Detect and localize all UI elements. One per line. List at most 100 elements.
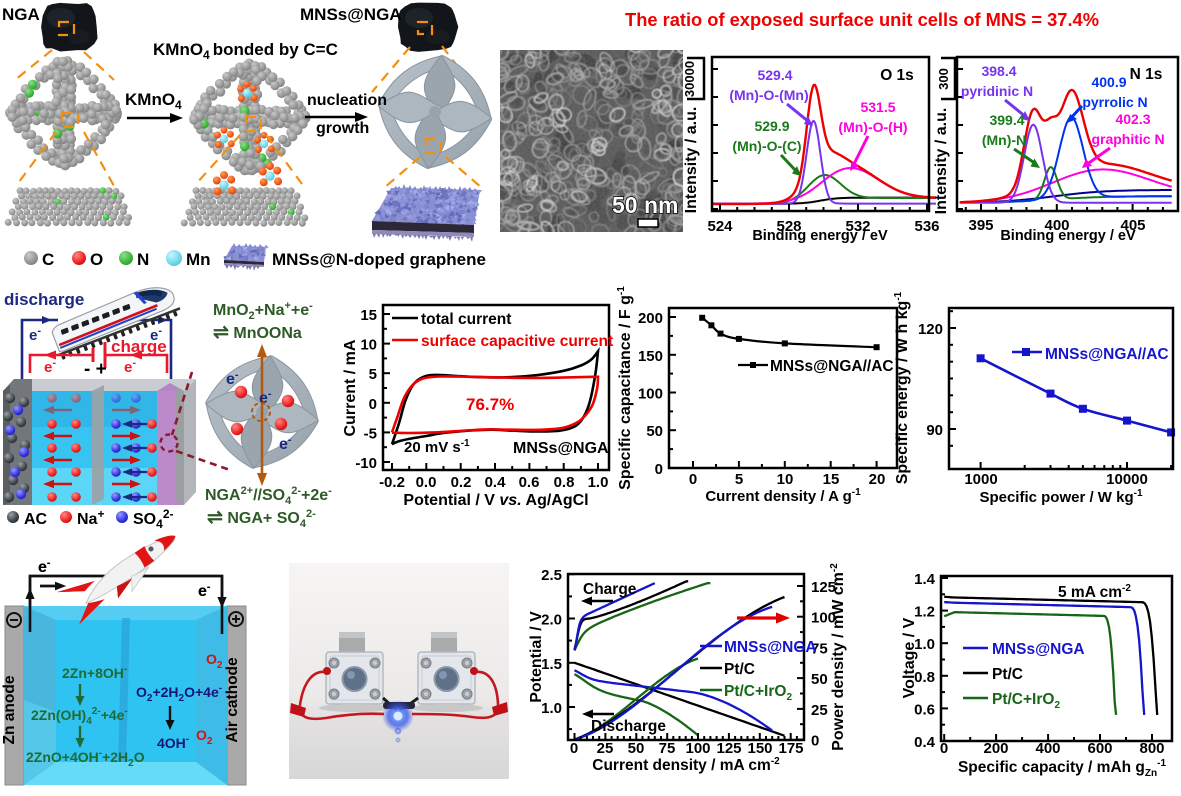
svg-text:surface capacitive current: surface capacitive current [421, 333, 613, 350]
svg-text:-10: -10 [355, 455, 377, 472]
svg-text:395: 395 [968, 217, 993, 234]
svg-text:Zn anode: Zn anode [1, 675, 18, 744]
svg-text:800: 800 [1139, 740, 1164, 757]
svg-text:50: 50 [628, 740, 645, 757]
svg-text:Specific power / W kg-1: Specific power / W kg-1 [979, 488, 1143, 506]
svg-text:0: 0 [689, 471, 697, 488]
svg-text:150: 150 [747, 740, 772, 757]
svg-text:Voltage / V: Voltage / V [901, 617, 918, 698]
svg-text:MNSs@NGA//AC: MNSs@NGA//AC [770, 358, 894, 375]
svg-text:Specificenergy / W h kg-1: Specificenergy / W h kg-1 [893, 291, 911, 484]
svg-text:90: 90 [926, 422, 943, 439]
svg-text:2.0: 2.0 [541, 612, 562, 629]
svg-text:graphitic N: graphitic N [1091, 131, 1164, 147]
svg-text:50: 50 [646, 423, 663, 440]
svg-text:15: 15 [823, 471, 840, 488]
svg-text:Intensity / a.u.: Intensity / a.u. [683, 107, 700, 214]
svg-text:50 nm: 50 nm [612, 192, 678, 218]
svg-text:O: O [90, 250, 103, 269]
svg-text:NGA2+//SO42-+2e-: NGA2+//SO42-+2e- [205, 485, 332, 507]
svg-text:100: 100 [811, 610, 836, 627]
svg-text:600: 600 [1087, 740, 1112, 757]
svg-text:100: 100 [685, 740, 710, 757]
svg-text:O2+2H2O+4e-: O2+2H2O+4e- [136, 683, 222, 704]
svg-text:Current density / A g-1: Current density / A g-1 [705, 487, 861, 505]
svg-text:402.3: 402.3 [1115, 111, 1150, 127]
svg-text:531.5: 531.5 [860, 99, 895, 115]
svg-text:Potential / V vs. Ag/AgCl: Potential / V vs. Ag/AgCl [403, 492, 588, 509]
svg-text:2Zn(OH)42-+4e-: 2Zn(OH)42-+4e- [31, 706, 128, 727]
svg-text:20 mV s-1: 20 mV s-1 [404, 438, 470, 456]
svg-text:1000: 1000 [964, 471, 997, 488]
svg-text:400.9: 400.9 [1091, 74, 1126, 90]
svg-text:0.8: 0.8 [554, 474, 575, 491]
svg-text:200: 200 [638, 310, 663, 327]
svg-text:10: 10 [777, 471, 794, 488]
svg-text:0.0: 0.0 [416, 474, 437, 491]
svg-text:- +: - + [84, 359, 107, 380]
svg-text:1.0: 1.0 [914, 636, 935, 653]
svg-text:Mn: Mn [186, 250, 211, 269]
svg-text:0.2: 0.2 [451, 474, 472, 491]
svg-text:Current density / mA cm-2: Current density / mA cm-2 [592, 756, 780, 774]
svg-text:529.4: 529.4 [757, 67, 792, 83]
svg-text:MNSs@NGA//AC: MNSs@NGA//AC [1045, 346, 1169, 363]
svg-text:25: 25 [811, 702, 828, 719]
svg-text:532: 532 [845, 218, 870, 235]
svg-text:C: C [42, 250, 54, 269]
svg-text:400: 400 [1044, 217, 1069, 234]
svg-text:⇌ MnOONa: ⇌ MnOONa [213, 322, 302, 343]
svg-text:50: 50 [811, 671, 828, 688]
svg-text:Binding energy / eV: Binding energy / eV [1000, 228, 1136, 244]
svg-text:Current / mA: Current / mA [342, 339, 359, 436]
svg-text:Binding energy / eV: Binding energy / eV [752, 228, 888, 244]
svg-text:5: 5 [369, 366, 377, 383]
svg-text:Charge: Charge [583, 581, 637, 598]
svg-text:Discharge: Discharge [591, 718, 666, 735]
svg-text:1.4: 1.4 [914, 571, 936, 588]
svg-text:405: 405 [1120, 217, 1145, 234]
svg-text:1.0: 1.0 [541, 700, 562, 717]
svg-text:0: 0 [369, 396, 377, 413]
svg-text:O 1s: O 1s [880, 67, 914, 84]
svg-text:MnO2+Na++e-: MnO2+Na++e- [213, 300, 313, 322]
svg-text:charge: charge [111, 337, 167, 356]
svg-text:0.4: 0.4 [485, 474, 507, 491]
svg-text:524: 524 [707, 218, 733, 235]
svg-text:76.7%: 76.7% [466, 395, 514, 414]
svg-text:Pt/C+IrO2: Pt/C+IrO2 [992, 691, 1060, 711]
svg-text:529.9: 529.9 [754, 118, 789, 134]
svg-text:pyrrolic N: pyrrolic N [1082, 94, 1147, 110]
svg-text:0: 0 [570, 740, 578, 757]
svg-text:2.5: 2.5 [541, 567, 562, 584]
svg-text:5 mA cm-2: 5 mA cm-2 [1058, 583, 1131, 601]
svg-text:N 1s: N 1s [1130, 66, 1163, 83]
svg-text:150: 150 [638, 348, 663, 365]
svg-text:0.4: 0.4 [914, 734, 936, 751]
svg-text:MNSs@NGA: MNSs@NGA [513, 440, 609, 457]
svg-text:125: 125 [811, 579, 836, 596]
svg-text:(Mn)-O-(Mn): (Mn)-O-(Mn) [729, 87, 808, 103]
svg-text:total current: total current [421, 311, 511, 328]
svg-text:⇌ NGA+ SO42-: ⇌ NGA+ SO42- [207, 507, 316, 530]
svg-text:1.0: 1.0 [588, 474, 609, 491]
svg-text:Intensity / a.u.: Intensity / a.u. [933, 108, 950, 215]
svg-text:Pt/C+IrO2: Pt/C+IrO2 [724, 683, 792, 703]
svg-text:75: 75 [659, 740, 676, 757]
svg-text:400: 400 [1035, 740, 1060, 757]
svg-text:0: 0 [940, 740, 948, 757]
svg-text:growth: growth [316, 120, 369, 137]
svg-text:MNSs@NGA: MNSs@NGA [992, 641, 1085, 658]
svg-text:175: 175 [778, 740, 803, 757]
svg-text:75: 75 [811, 640, 828, 657]
svg-text:536: 536 [914, 218, 939, 235]
svg-text:125: 125 [716, 740, 741, 757]
svg-text:The ratio of exposed surface u: The ratio of exposed surface unit cells … [625, 9, 1099, 30]
svg-text:1.5: 1.5 [541, 656, 562, 673]
svg-text:2ZnO+4OH-+2H2O: 2ZnO+4OH-+2H2O [26, 748, 145, 769]
svg-text:KMnO4: KMnO4 [125, 90, 182, 112]
svg-text:(Mn)-O-(H): (Mn)-O-(H) [838, 119, 907, 135]
svg-text:20: 20 [869, 471, 886, 488]
svg-text:Power density / mW cm-2: Power density / mW cm-2 [829, 563, 847, 751]
